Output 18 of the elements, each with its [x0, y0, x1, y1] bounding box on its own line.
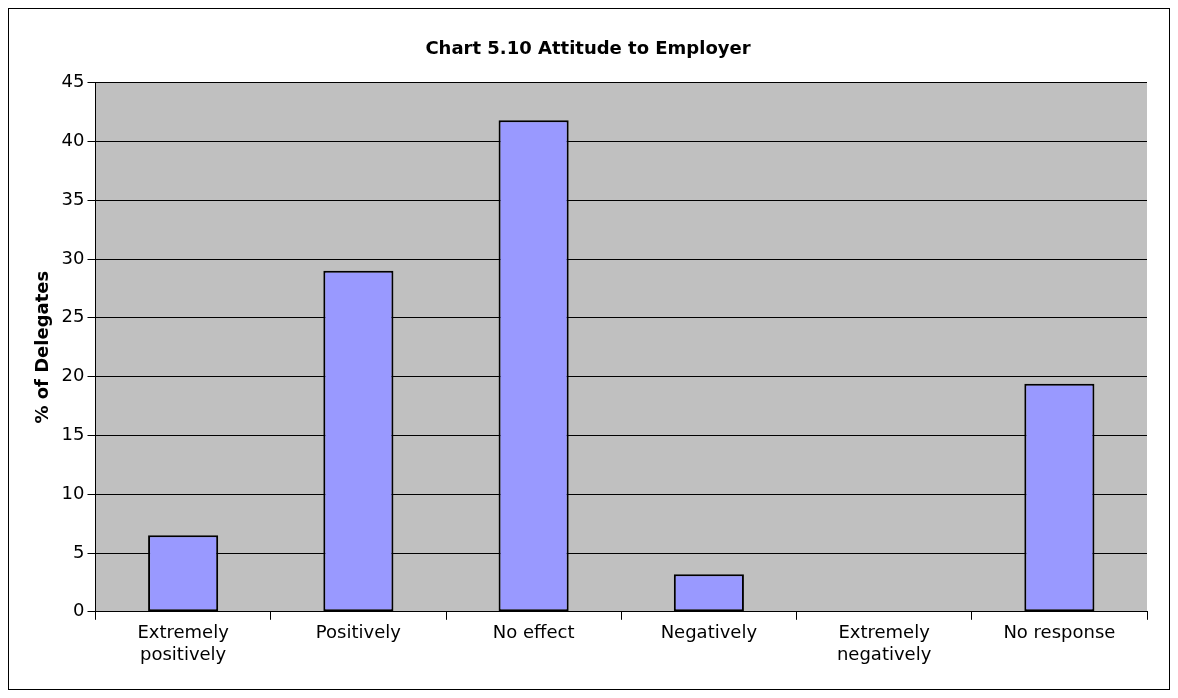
y-tick-label: 10 [61, 481, 85, 503]
y-tick-label: 30 [61, 246, 85, 268]
x-tick-label: Positively [315, 621, 402, 643]
y-tick-label: 25 [61, 305, 85, 327]
x-tick-label: No effect [492, 621, 575, 643]
x-tick-label: No response [1003, 621, 1116, 643]
x-tick-label: Negatively [660, 621, 758, 643]
chart-title: Chart 5.10 Attitude to Employer [425, 37, 751, 59]
x-tick-label: Extremely positively [137, 621, 230, 664]
y-tick-label: 0 [73, 599, 85, 621]
x-tick-label: Extremely negatively [836, 621, 932, 664]
y-tick-label: 5 [73, 540, 85, 562]
y-tick-label: 45 [61, 70, 85, 92]
y-tick-label: 35 [61, 187, 85, 209]
y-tick-label: 15 [61, 423, 85, 445]
y-tick-label: 40 [61, 129, 85, 151]
y-tick-label: 20 [61, 364, 85, 386]
y-axis-title: % of Delegates [31, 270, 53, 424]
